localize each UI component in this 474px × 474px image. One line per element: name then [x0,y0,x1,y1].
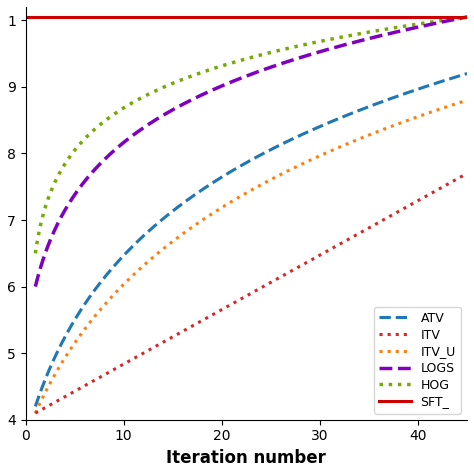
LOGS [237,75,243,81]
HOG [290,45,295,50]
ITV [290,268,295,273]
ITV [33,410,38,416]
ATV [464,71,470,76]
ATV [454,74,459,80]
X-axis label: Iteration number: Iteration number [166,449,326,467]
Line: HOG: HOG [36,17,467,253]
Line: LOGS: LOGS [36,17,467,287]
ITV [386,214,392,219]
HOG [454,16,459,21]
ATV [33,404,38,410]
ITV_U [290,166,295,172]
ATV [386,96,392,102]
ITV_U [237,193,243,199]
ITV_U [240,192,246,198]
HOG [386,26,392,31]
ATV [237,163,243,169]
ITV_U [454,100,459,106]
HOG [33,250,38,256]
Legend: ATV, ITV, ITV_U, LOGS, HOG, SFT_: ATV, ITV, ITV_U, LOGS, HOG, SFT_ [374,307,461,413]
LOGS [266,65,272,71]
LOGS [240,74,246,80]
Line: ITV_U: ITV_U [36,100,467,413]
ITV_U [33,410,38,416]
ITV [266,281,272,286]
ATV [240,162,246,167]
HOG [240,57,246,63]
HOG [237,57,243,63]
ITV [237,296,243,302]
ITV [454,176,459,182]
ITV_U [464,97,470,103]
SFT_ [33,14,38,20]
LOGS [33,284,38,290]
HOG [266,50,272,56]
ITV_U [386,124,392,130]
ITV [464,171,470,176]
LOGS [290,57,295,63]
LOGS [464,14,470,20]
Line: ATV: ATV [36,73,467,407]
HOG [464,14,470,20]
ATV [290,136,295,142]
LOGS [454,16,459,22]
LOGS [386,31,392,36]
ITV [240,295,246,301]
SFT_ [23,14,28,20]
ATV [266,148,272,154]
Line: ITV: ITV [36,173,467,413]
ITV_U [266,178,272,183]
